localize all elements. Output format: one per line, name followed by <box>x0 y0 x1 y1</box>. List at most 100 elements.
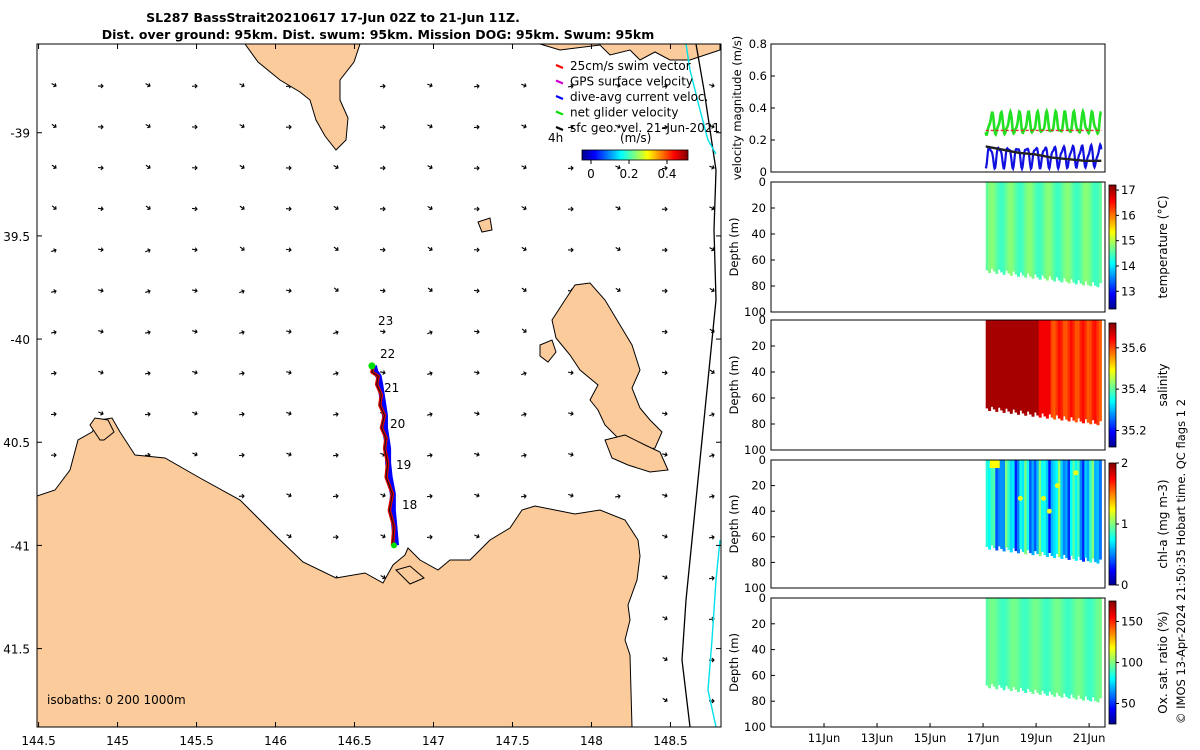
copyright-text: © IMOS 13-Apr-2024 21:50:35 Hobart time.… <box>1174 399 1188 724</box>
velocity-ytick: 0 <box>760 165 767 179</box>
velocity-arrow <box>97 124 104 130</box>
velocity-arrow <box>521 328 527 333</box>
chl-spot <box>1041 495 1047 501</box>
velocity-arrow <box>332 493 339 499</box>
velocity-arrow <box>615 124 621 129</box>
velocity-arrow <box>285 124 292 130</box>
velocity-arrow <box>239 289 245 294</box>
velocity-arrow <box>568 411 574 416</box>
velocity-arrow <box>239 371 245 376</box>
day-label: 21 <box>384 381 399 395</box>
velocity-arrow <box>379 329 386 335</box>
velocity-arrow <box>521 165 527 170</box>
depth-ylabel: Depth (m) <box>727 495 741 554</box>
colorbar-tick: 17 <box>1121 183 1136 197</box>
section-column <box>1094 598 1098 701</box>
section-column <box>1024 598 1028 693</box>
velocity-ytick: 0.4 <box>749 101 767 115</box>
velocity-arrow <box>568 493 574 498</box>
map-ytick-label: -40 <box>10 333 30 347</box>
map-ytick-label: 40.5 <box>3 436 30 450</box>
map-xtick-label: 147.5 <box>495 734 529 748</box>
depth-tick: 80 <box>751 694 766 708</box>
map-xtick-label: 144.5 <box>21 734 55 748</box>
velocity-arrow <box>145 83 151 88</box>
velocity-arrow <box>521 287 527 293</box>
section-column <box>1021 460 1025 553</box>
section-column <box>1017 182 1020 277</box>
section-column <box>1096 182 1100 288</box>
legend-swatch <box>555 94 564 101</box>
map-xtick-label: 148 <box>580 734 603 748</box>
map-xtick-label: 145 <box>106 734 129 748</box>
section-column <box>1089 182 1093 287</box>
colorbar-label: temperature (°C) <box>1156 196 1170 299</box>
depth-tick: 100 <box>744 581 766 595</box>
section-column <box>1014 598 1018 690</box>
section-column <box>995 598 999 690</box>
section-column <box>988 320 992 411</box>
section-column <box>1007 598 1011 689</box>
section-column <box>1084 182 1088 282</box>
depth-ylabel: Depth (m) <box>727 633 741 692</box>
velocity-arrow <box>661 247 668 253</box>
track-dive-avg-current <box>370 365 399 546</box>
section-column <box>1091 460 1095 559</box>
velocity-arrow <box>709 453 715 458</box>
map-xtick-label: 146 <box>264 734 287 748</box>
section-column <box>1070 460 1073 556</box>
velocity-arrow <box>379 206 386 212</box>
velocity-arrow <box>51 205 57 210</box>
colorbar <box>1108 322 1117 448</box>
velocity-arrow <box>568 452 574 457</box>
section-column <box>1033 460 1037 552</box>
land-small-island-3 <box>395 565 425 585</box>
velocity-arrow <box>285 247 292 253</box>
legend-swatch <box>555 63 564 70</box>
section-column <box>1009 598 1013 692</box>
depth-tick: 80 <box>751 417 766 431</box>
section-column <box>1086 598 1090 700</box>
depth-tick: 100 <box>744 305 766 319</box>
section-column <box>1074 460 1078 561</box>
velocity-arrow <box>473 329 480 335</box>
map-ytick-label: 39.5 <box>3 230 30 244</box>
speed-cbar-tick: 0 <box>587 167 595 181</box>
section-column <box>997 182 1001 270</box>
velocity-arrow <box>239 164 245 170</box>
time-xtick-label: 21Jun <box>1073 731 1106 745</box>
velocity-arrow <box>662 534 668 539</box>
section-column <box>1007 460 1011 550</box>
section-column <box>1031 460 1035 556</box>
section-column <box>1033 320 1037 413</box>
section-column <box>990 598 994 685</box>
colorbar <box>1108 184 1117 310</box>
velocity-arrow <box>661 165 668 171</box>
velocity-arrow <box>473 124 480 130</box>
velocity-arrow <box>286 411 292 416</box>
section-column <box>1045 320 1049 419</box>
section-column <box>1014 320 1018 413</box>
section-column <box>1053 460 1057 558</box>
section-column <box>1000 460 1004 549</box>
velocity-arrow <box>98 370 104 375</box>
velocity-arrow <box>285 165 292 171</box>
velocity-arrow <box>379 165 386 171</box>
depth-tick: 60 <box>751 668 766 682</box>
depth-tick: 40 <box>751 504 766 518</box>
section-column <box>1038 320 1042 418</box>
velocity-arrow <box>521 412 527 417</box>
map-xtick-label: 145.5 <box>179 734 213 748</box>
map-xtick-label: 147 <box>422 734 445 748</box>
velocity-arrow <box>662 493 668 498</box>
velocity-arrow <box>521 246 527 252</box>
velocity-arrow <box>614 493 621 499</box>
section-column <box>1072 320 1076 421</box>
section-column <box>1012 598 1016 687</box>
land-small-island-2 <box>477 217 493 233</box>
section-column <box>1077 598 1081 696</box>
depth-tick: 80 <box>751 279 766 293</box>
velocity-arrow <box>191 288 198 294</box>
velocity-arrow <box>285 206 292 212</box>
